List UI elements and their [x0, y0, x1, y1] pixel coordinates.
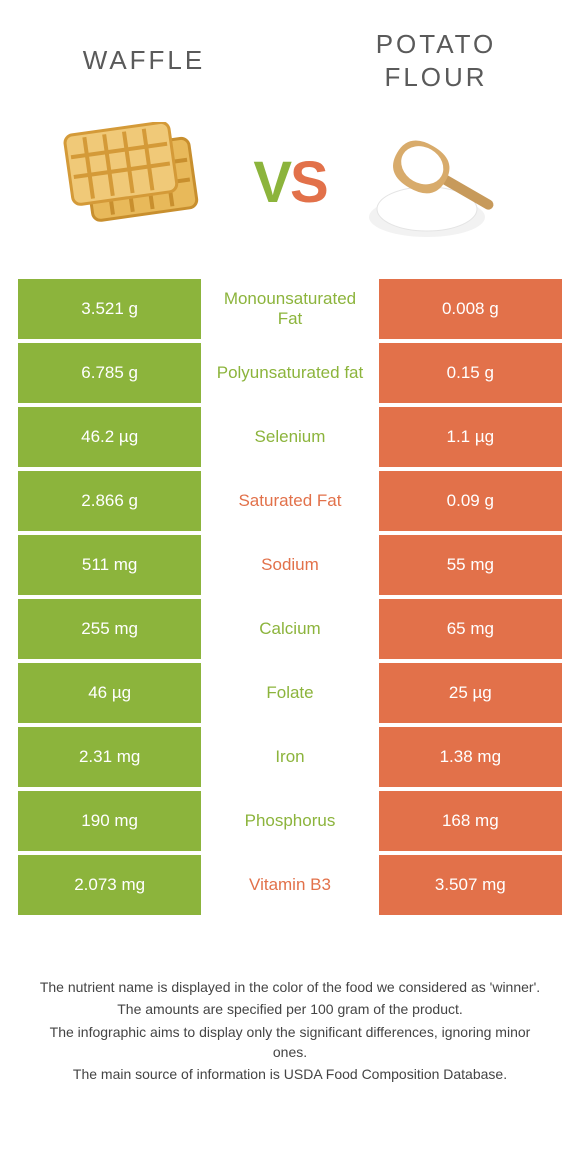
vs-s: S — [290, 150, 327, 215]
nutrient-row: 46 µgFolate25 µg — [18, 663, 562, 723]
right-value: 1.38 mg — [379, 727, 562, 787]
nutrient-table: 3.521 gMonounsaturated Fat0.008 g6.785 g… — [0, 279, 580, 915]
left-value: 2.073 mg — [18, 855, 201, 915]
right-value: 1.1 µg — [379, 407, 562, 467]
nutrient-name: Vitamin B3 — [201, 855, 378, 915]
nutrient-name: Calcium — [201, 599, 378, 659]
right-value: 168 mg — [379, 791, 562, 851]
left-value: 511 mg — [18, 535, 201, 595]
footer-notes: The nutrient name is displayed in the co… — [0, 919, 580, 1126]
nutrient-name: Saturated Fat — [201, 471, 378, 531]
footer-line: The nutrient name is displayed in the co… — [36, 977, 544, 997]
right-food-image — [333, 107, 552, 257]
vs-v: V — [253, 150, 290, 215]
footer-line: The infographic aims to display only the… — [36, 1022, 544, 1063]
left-value: 46.2 µg — [18, 407, 201, 467]
nutrient-row: 6.785 gPolyunsaturated fat0.15 g — [18, 343, 562, 403]
right-value: 0.15 g — [379, 343, 562, 403]
nutrient-row: 511 mgSodium55 mg — [18, 535, 562, 595]
nutrient-row: 2.31 mgIron1.38 mg — [18, 727, 562, 787]
footer-line: The main source of information is USDA F… — [36, 1064, 544, 1084]
left-value: 6.785 g — [18, 343, 201, 403]
nutrient-name: Polyunsaturated fat — [201, 343, 378, 403]
vs-label: VS — [247, 149, 332, 216]
right-value: 65 mg — [379, 599, 562, 659]
nutrient-name: Iron — [201, 727, 378, 787]
nutrient-row: 190 mgPhosphorus168 mg — [18, 791, 562, 851]
left-food-image — [28, 107, 247, 257]
left-value: 46 µg — [18, 663, 201, 723]
left-value: 190 mg — [18, 791, 201, 851]
right-value: 0.008 g — [379, 279, 562, 339]
right-value: 3.507 mg — [379, 855, 562, 915]
nutrient-row: 255 mgCalcium65 mg — [18, 599, 562, 659]
infographic-root: Waffle Potato flour — [0, 0, 580, 1126]
left-food-title: Waffle — [28, 44, 260, 77]
nutrient-row: 2.866 gSaturated Fat0.09 g — [18, 471, 562, 531]
right-food-title: Potato flour — [320, 28, 552, 93]
left-value: 3.521 g — [18, 279, 201, 339]
header-titles: Waffle Potato flour — [0, 0, 580, 107]
nutrient-name: Phosphorus — [201, 791, 378, 851]
waffle-icon — [58, 122, 218, 242]
left-value: 2.31 mg — [18, 727, 201, 787]
nutrient-name: Selenium — [201, 407, 378, 467]
nutrient-row: 2.073 mgVitamin B33.507 mg — [18, 855, 562, 915]
right-value: 25 µg — [379, 663, 562, 723]
nutrient-row: 3.521 gMonounsaturated Fat0.008 g — [18, 279, 562, 339]
left-value: 255 mg — [18, 599, 201, 659]
right-value: 0.09 g — [379, 471, 562, 531]
nutrient-name: Monounsaturated Fat — [201, 279, 378, 339]
header-images: VS — [0, 107, 580, 279]
right-value: 55 mg — [379, 535, 562, 595]
left-value: 2.866 g — [18, 471, 201, 531]
nutrient-row: 46.2 µgSelenium1.1 µg — [18, 407, 562, 467]
flour-scoop-icon — [357, 117, 527, 247]
footer-line: The amounts are specified per 100 gram o… — [36, 999, 544, 1019]
nutrient-name: Sodium — [201, 535, 378, 595]
nutrient-name: Folate — [201, 663, 378, 723]
